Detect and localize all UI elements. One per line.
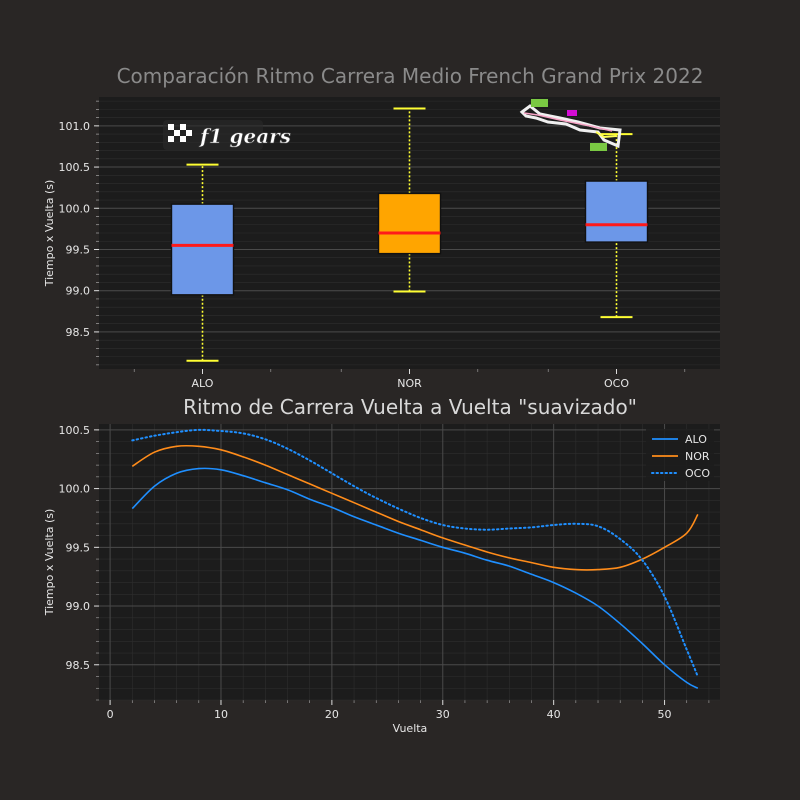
xtick-label: NOR bbox=[397, 377, 422, 390]
track-map-icon bbox=[519, 99, 622, 151]
ytick-label: 99.0 bbox=[66, 600, 91, 613]
linechart-plot-area bbox=[99, 424, 720, 700]
xtick-label: 20 bbox=[325, 708, 339, 721]
ytick-label: 99.5 bbox=[66, 541, 91, 554]
xtick-label: 30 bbox=[436, 708, 450, 721]
boxplot-ylabel: Tiempo x Vuelta (s) bbox=[43, 180, 56, 288]
boxplot-tick-labels: 98.5 99.0 99.5 100.0 100.5 101.0 ALO NOR OCO bbox=[59, 120, 686, 390]
logo-text: f1 gears bbox=[198, 124, 291, 148]
box-oco bbox=[584, 180, 649, 243]
series-line-alo bbox=[131, 467, 699, 690]
linechart-xlabel: Vuelta bbox=[393, 722, 428, 735]
legend-label-oco: OCO bbox=[685, 467, 710, 480]
linechart-title: Ritmo de Carrera Vuelta a Vuelta "suaviz… bbox=[183, 395, 637, 419]
boxplot-title: Comparación Ritmo Carrera Medio French G… bbox=[117, 64, 704, 88]
linechart-legend: ALO NOR OCO bbox=[646, 429, 714, 481]
ytick-label: 101.0 bbox=[59, 120, 91, 133]
ytick-label: 100.0 bbox=[59, 202, 91, 215]
linechart-ylabel: Tiempo x Vuelta (s) bbox=[43, 509, 56, 617]
boxplot-boxes bbox=[170, 107, 649, 362]
xtick-label: OCO bbox=[604, 377, 629, 390]
legend-label-alo: ALO bbox=[685, 433, 707, 446]
ytick-label: 100.5 bbox=[59, 424, 91, 437]
box-alo bbox=[170, 203, 235, 296]
ytick-label: 100.5 bbox=[59, 161, 91, 174]
ytick-label: 99.5 bbox=[66, 243, 91, 256]
xtick-label: 40 bbox=[547, 708, 561, 721]
ytick-label: 99.0 bbox=[66, 285, 91, 298]
xtick-label: 0 bbox=[107, 708, 114, 721]
f1gears-logo: f1 gears bbox=[163, 120, 291, 150]
legend-label-nor: NOR bbox=[685, 450, 710, 463]
xtick-label: 50 bbox=[658, 708, 672, 721]
series-line-oco bbox=[131, 428, 699, 678]
ytick-label: 98.5 bbox=[66, 659, 91, 672]
ytick-label: 98.5 bbox=[66, 326, 91, 339]
box-nor bbox=[377, 192, 442, 255]
series-line-nor bbox=[131, 444, 699, 571]
xtick-label: 10 bbox=[214, 708, 228, 721]
xtick-label: ALO bbox=[192, 377, 214, 390]
ytick-label: 100.0 bbox=[59, 483, 91, 496]
linechart-tick-labels: 0 10 20 30 40 50 98.5 99.0 99.5 100.0 100.5 bbox=[59, 424, 672, 721]
linechart-series bbox=[131, 428, 699, 690]
